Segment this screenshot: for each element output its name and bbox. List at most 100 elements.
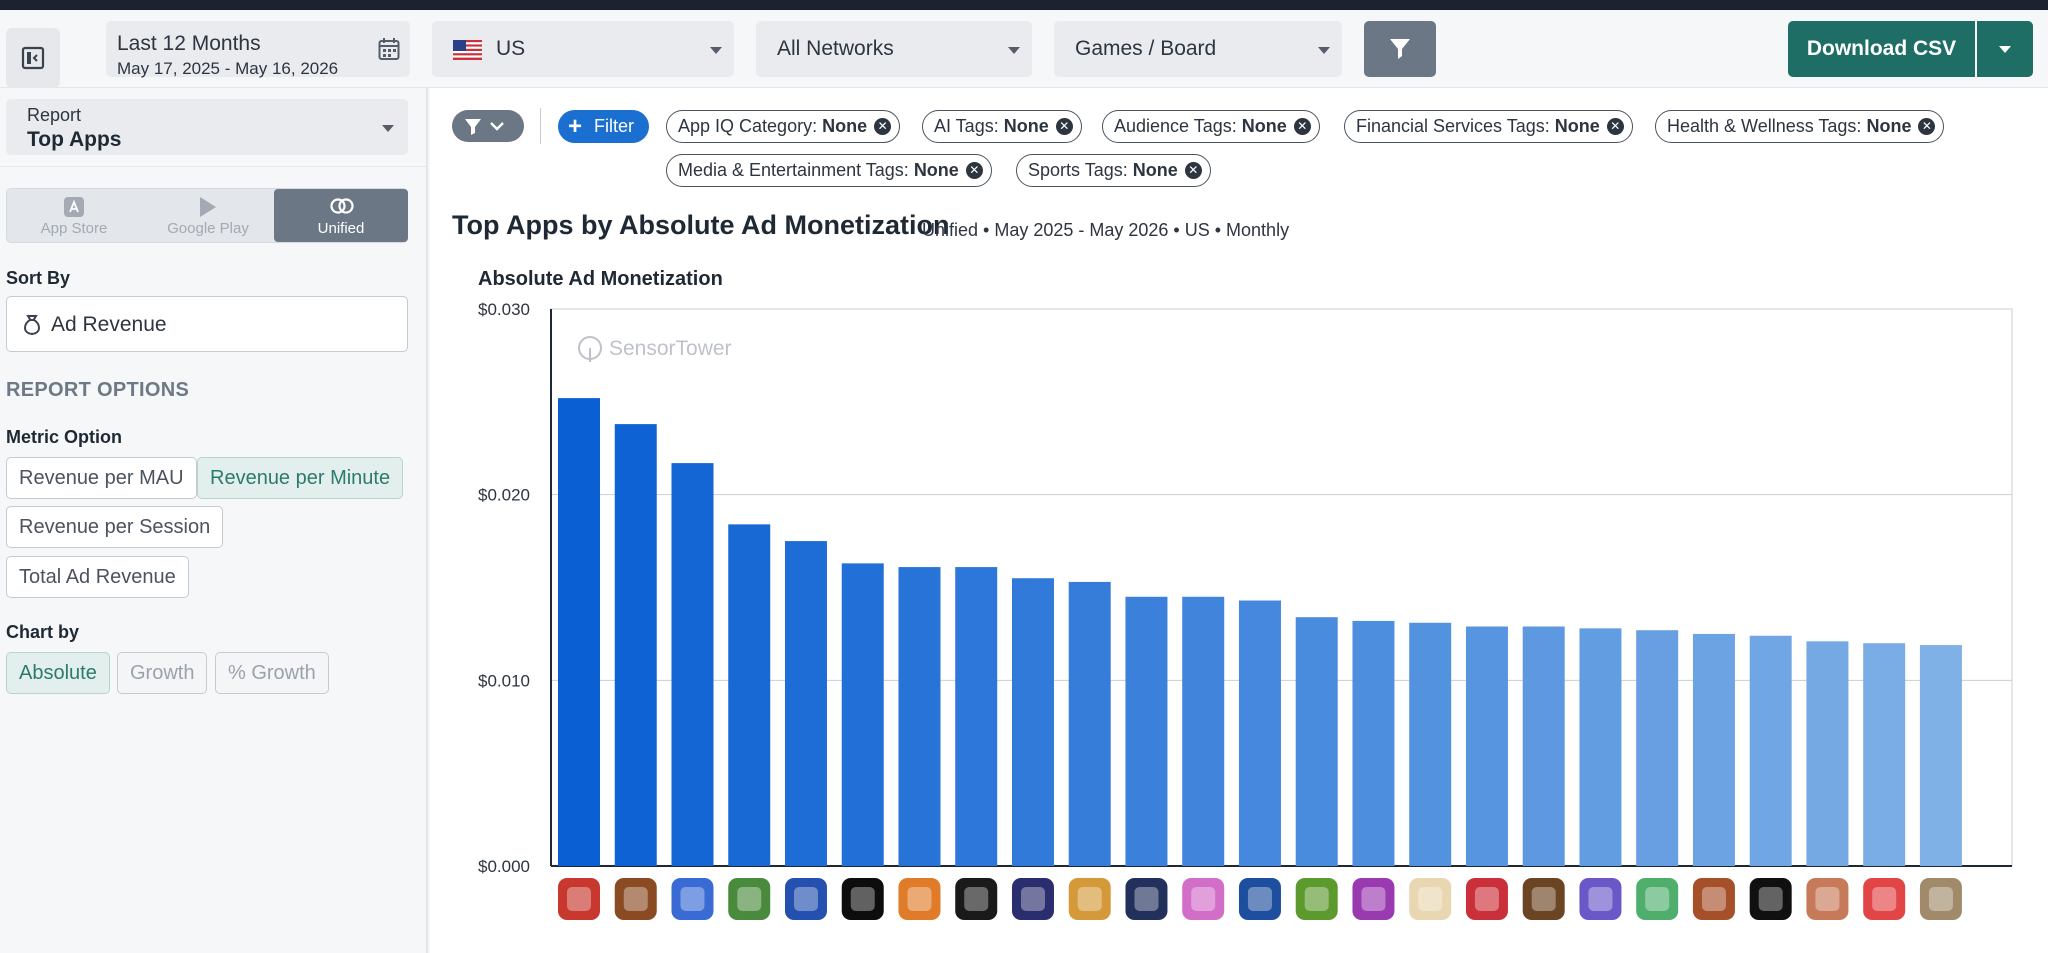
- download-csv-button[interactable]: Download CSV: [1788, 21, 1975, 77]
- app-icon-tile: [728, 878, 771, 920]
- filter-chip-health-wellness-tags[interactable]: Health & Wellness Tags: None ✕: [1655, 110, 1945, 143]
- app-icon: [1068, 878, 1111, 920]
- app-icon-tile: [1068, 878, 1111, 920]
- app-icon: [728, 878, 771, 920]
- app-icon-tile: [1352, 878, 1395, 920]
- app-icon-tile: [1465, 878, 1508, 920]
- chip-value: None: [822, 116, 868, 136]
- close-icon[interactable]: ✕: [1606, 118, 1624, 135]
- chart-bar: [1749, 635, 1792, 866]
- close-icon[interactable]: ✕: [1184, 162, 1202, 179]
- app-icon-tile: [1919, 878, 1962, 920]
- app-icon-glyph: [1134, 887, 1159, 911]
- y-tick-label: $0.000: [478, 857, 530, 876]
- chart-bar: [898, 567, 941, 866]
- close-icon[interactable]: ✕: [1918, 118, 1936, 135]
- app-icon: [1295, 878, 1338, 920]
- app-icon-glyph: [1474, 887, 1499, 911]
- close-icon[interactable]: ✕: [874, 118, 892, 135]
- app-icon: [1409, 878, 1452, 920]
- app-icon: [1806, 878, 1849, 920]
- download-options-button[interactable]: [1977, 21, 2033, 77]
- main-content: + Filter App IQ Category: None ✕ AI Tags…: [430, 88, 2048, 953]
- platform-label: Unified: [317, 220, 365, 237]
- advanced-filter-button[interactable]: [1364, 21, 1436, 77]
- chip-name: Financial Services Tags:: [1356, 116, 1550, 136]
- funnel-chevron-icon: [465, 119, 504, 135]
- add-filter-button[interactable]: + Filter: [558, 110, 649, 143]
- chevron-down-icon: [1318, 47, 1330, 54]
- money-bag-icon: [24, 315, 40, 336]
- sort-by-select[interactable]: Ad Revenue: [6, 296, 408, 352]
- app-icon: [614, 878, 657, 920]
- chart-bar: [1863, 643, 1906, 866]
- filter-toggle-button[interactable]: [452, 110, 524, 142]
- metric-revenue-per-minute[interactable]: Revenue per Minute: [197, 457, 404, 499]
- app-icon: [557, 878, 600, 920]
- chevron-down-icon: [1999, 46, 2011, 53]
- filter-chip-financial-services-tags[interactable]: Financial Services Tags: None ✕: [1344, 110, 1633, 143]
- chart-bar: [1522, 626, 1565, 866]
- app-icon-tile: [557, 878, 600, 920]
- app-icon: [784, 878, 827, 920]
- filter-chip-audience-tags[interactable]: Audience Tags: None ✕: [1102, 110, 1320, 143]
- networks-select[interactable]: All Networks: [756, 21, 1032, 77]
- chart-bar: [1068, 581, 1111, 866]
- app-icon-glyph: [1247, 887, 1272, 911]
- filter-chip-app-iq-category[interactable]: App IQ Category: None ✕: [666, 110, 901, 143]
- y-tick-label: $0.030: [478, 300, 530, 319]
- metric-revenue-per-mau[interactable]: Revenue per MAU: [6, 457, 197, 499]
- app-icon-glyph: [1020, 887, 1045, 911]
- chart-bar: [558, 398, 600, 866]
- app-icon-tile: [1295, 878, 1338, 920]
- date-range-picker[interactable]: Last 12 Months May 17, 2025 - May 16, 20…: [106, 21, 410, 78]
- app-icon-tile: [1409, 878, 1452, 920]
- app-icon-tile: [671, 878, 714, 920]
- category-select[interactable]: Games / Board: [1054, 21, 1342, 77]
- app-icon-tile: [1011, 878, 1054, 920]
- app-icon-glyph: [1191, 887, 1216, 911]
- app-icon-tile: [955, 878, 998, 920]
- metric-total-ad-revenue[interactable]: Total Ad Revenue: [6, 556, 189, 598]
- platform-app-store[interactable]: App Store: [7, 189, 141, 242]
- app-icon-glyph: [566, 887, 591, 911]
- platform-label: Google Play: [167, 220, 249, 237]
- chip-name: Sports Tags:: [1028, 160, 1128, 180]
- filter-chip-media-entertainment-tags[interactable]: Media & Entertainment Tags: None ✕: [666, 154, 992, 187]
- collapse-sidebar-button[interactable]: [6, 28, 60, 88]
- sort-by-label: Sort By: [6, 268, 71, 288]
- chart-by-absolute[interactable]: Absolute: [6, 652, 110, 694]
- platform-unified[interactable]: Unified: [274, 189, 408, 242]
- close-icon[interactable]: ✕: [1055, 118, 1073, 135]
- app-icon-glyph: [793, 887, 818, 911]
- app-icon: [1125, 878, 1168, 920]
- report-select[interactable]: Report Top Apps: [6, 99, 408, 155]
- app-icon-glyph: [1077, 887, 1102, 911]
- chart-bar: [1182, 596, 1225, 866]
- report-options-heading: REPORT OPTIONS: [6, 379, 190, 401]
- app-icon: [955, 878, 998, 920]
- app-icon-tile: [1636, 878, 1679, 920]
- app-icon-glyph: [1304, 887, 1329, 911]
- networks-label: All Networks: [777, 37, 894, 60]
- country-select[interactable]: US: [432, 21, 734, 77]
- chart-by-growth[interactable]: Growth: [117, 652, 208, 694]
- chart-bar: [1011, 578, 1054, 866]
- filter-chip-sports-tags[interactable]: Sports Tags: None ✕: [1016, 154, 1211, 187]
- app-icon: [1692, 878, 1735, 920]
- chip-value: None: [1554, 116, 1600, 136]
- chevron-down-icon: [1008, 47, 1020, 54]
- chart-by-percent-growth[interactable]: % Growth: [215, 652, 329, 694]
- app-icon-tile: [1863, 878, 1906, 920]
- platform-google-play[interactable]: Google Play: [141, 189, 275, 242]
- app-icon: [1636, 878, 1679, 920]
- top-toolbar: Last 12 Months May 17, 2025 - May 16, 20…: [0, 10, 2048, 88]
- filter-chip-ai-tags[interactable]: AI Tags: None ✕: [922, 110, 1082, 143]
- app-icon: [1238, 878, 1281, 920]
- chip-name: Audience Tags:: [1114, 116, 1237, 136]
- close-icon[interactable]: ✕: [1293, 118, 1311, 135]
- metric-revenue-per-session[interactable]: Revenue per Session: [6, 506, 224, 548]
- chart-bar: [1692, 633, 1735, 866]
- close-icon[interactable]: ✕: [965, 162, 983, 179]
- chart-bar: [1295, 617, 1338, 866]
